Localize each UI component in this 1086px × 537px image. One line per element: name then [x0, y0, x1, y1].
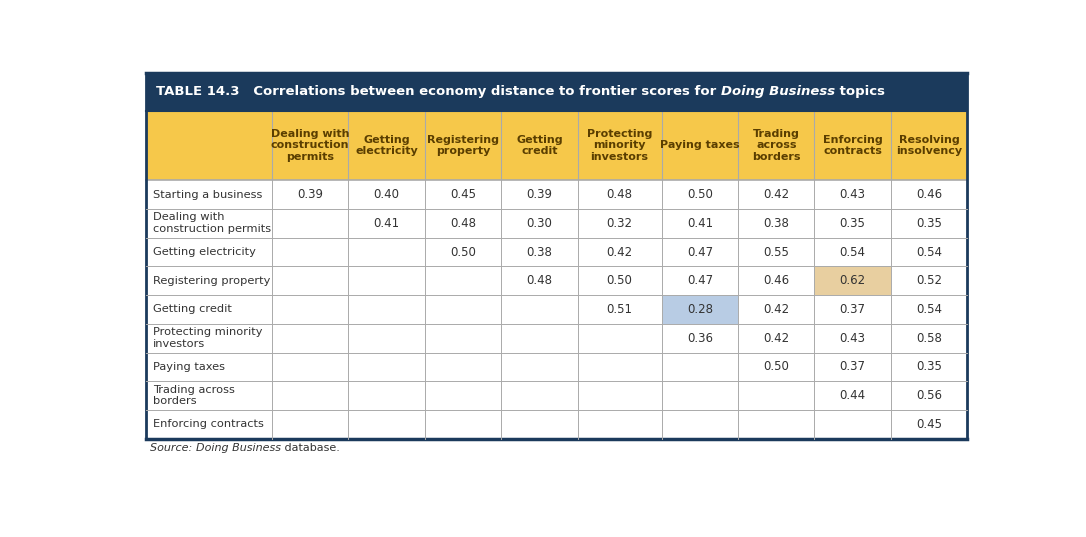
- Text: 0.38: 0.38: [763, 217, 790, 230]
- Text: 0.47: 0.47: [686, 274, 712, 287]
- Text: Resolving
insolvency: Resolving insolvency: [896, 135, 962, 156]
- Text: 0.45: 0.45: [917, 418, 942, 431]
- Text: 0.38: 0.38: [527, 245, 553, 258]
- Text: 0.50: 0.50: [763, 360, 790, 373]
- Text: 0.48: 0.48: [607, 188, 633, 201]
- Bar: [146, 209, 968, 238]
- Text: 0.51: 0.51: [607, 303, 633, 316]
- Text: 0.54: 0.54: [917, 303, 942, 316]
- Text: 0.41: 0.41: [374, 217, 400, 230]
- Text: 0.43: 0.43: [839, 332, 866, 345]
- Text: Dealing with
construction permits: Dealing with construction permits: [152, 213, 270, 234]
- Text: Doing Business: Doing Business: [195, 443, 281, 453]
- Text: 0.42: 0.42: [763, 303, 790, 316]
- Text: 0.43: 0.43: [839, 188, 866, 201]
- Text: 0.37: 0.37: [839, 303, 866, 316]
- Text: 0.41: 0.41: [686, 217, 712, 230]
- Bar: [661, 295, 738, 324]
- Text: Dealing with
construction
permits: Dealing with construction permits: [270, 129, 350, 162]
- Text: Paying taxes: Paying taxes: [660, 141, 740, 150]
- Text: Enforcing contracts: Enforcing contracts: [152, 419, 264, 429]
- Text: 0.52: 0.52: [917, 274, 942, 287]
- Bar: [146, 324, 968, 352]
- Text: Paying taxes: Paying taxes: [152, 362, 225, 372]
- Bar: [146, 72, 968, 111]
- Text: Registering
property: Registering property: [427, 135, 498, 156]
- Text: 0.42: 0.42: [763, 332, 790, 345]
- Text: 0.58: 0.58: [917, 332, 942, 345]
- Text: 0.46: 0.46: [763, 274, 790, 287]
- Text: 0.28: 0.28: [686, 303, 712, 316]
- Text: 0.48: 0.48: [450, 217, 476, 230]
- Text: 0.35: 0.35: [839, 217, 866, 230]
- Text: 0.50: 0.50: [687, 188, 712, 201]
- Text: Getting credit: Getting credit: [152, 304, 231, 315]
- Text: 0.40: 0.40: [374, 188, 400, 201]
- Text: 0.50: 0.50: [450, 245, 476, 258]
- Text: 0.48: 0.48: [527, 274, 553, 287]
- Text: Protecting minority
investors: Protecting minority investors: [152, 328, 262, 349]
- Text: 0.56: 0.56: [917, 389, 942, 402]
- Text: 0.44: 0.44: [839, 389, 866, 402]
- Text: Getting
credit: Getting credit: [516, 135, 563, 156]
- Bar: [146, 238, 968, 266]
- Text: Starting a business: Starting a business: [152, 190, 262, 200]
- Bar: [146, 266, 968, 295]
- Text: topics: topics: [835, 85, 885, 98]
- Text: Enforcing
contracts: Enforcing contracts: [823, 135, 883, 156]
- Text: Registering property: Registering property: [152, 275, 270, 286]
- Text: 0.50: 0.50: [607, 274, 632, 287]
- Text: 0.37: 0.37: [839, 360, 866, 373]
- Bar: [146, 180, 968, 209]
- Text: 0.54: 0.54: [917, 245, 942, 258]
- Text: 0.42: 0.42: [763, 188, 790, 201]
- Bar: [146, 410, 968, 439]
- Text: 0.39: 0.39: [527, 188, 553, 201]
- Text: 0.35: 0.35: [917, 217, 942, 230]
- Bar: [146, 111, 968, 180]
- Text: 0.32: 0.32: [607, 217, 633, 230]
- Text: 0.35: 0.35: [917, 360, 942, 373]
- Text: 0.54: 0.54: [839, 245, 866, 258]
- Text: Getting electricity: Getting electricity: [152, 247, 255, 257]
- Text: Doing Business: Doing Business: [721, 85, 835, 98]
- Bar: [814, 266, 891, 295]
- Bar: [146, 352, 968, 381]
- Bar: [146, 295, 968, 324]
- Text: Protecting
minority
investors: Protecting minority investors: [586, 129, 653, 162]
- Text: Source:: Source:: [150, 443, 195, 453]
- Text: 0.47: 0.47: [686, 245, 712, 258]
- Text: 0.62: 0.62: [839, 274, 866, 287]
- Text: Getting
electricity: Getting electricity: [355, 135, 418, 156]
- Bar: [146, 381, 968, 410]
- Text: 0.30: 0.30: [527, 217, 553, 230]
- Text: Trading across
borders: Trading across borders: [152, 385, 235, 407]
- Text: 0.55: 0.55: [763, 245, 790, 258]
- Text: 0.36: 0.36: [686, 332, 712, 345]
- Text: Trading
across
borders: Trading across borders: [752, 129, 800, 162]
- Text: 0.39: 0.39: [298, 188, 324, 201]
- Text: TABLE 14.3   Correlations between economy distance to frontier scores for: TABLE 14.3 Correlations between economy …: [156, 85, 721, 98]
- Text: 0.46: 0.46: [915, 188, 943, 201]
- Text: database.: database.: [281, 443, 340, 453]
- Text: 0.45: 0.45: [450, 188, 476, 201]
- Text: 0.42: 0.42: [607, 245, 633, 258]
